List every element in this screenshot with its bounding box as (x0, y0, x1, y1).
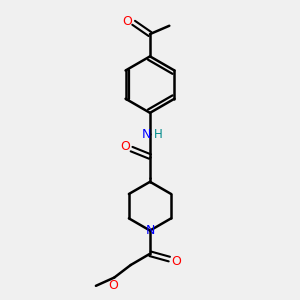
Text: N: N (145, 224, 155, 237)
Text: N: N (142, 128, 151, 141)
Text: O: O (122, 15, 132, 28)
Text: O: O (108, 279, 118, 292)
Text: O: O (171, 255, 181, 268)
Text: H: H (154, 128, 163, 141)
Text: O: O (120, 140, 130, 153)
